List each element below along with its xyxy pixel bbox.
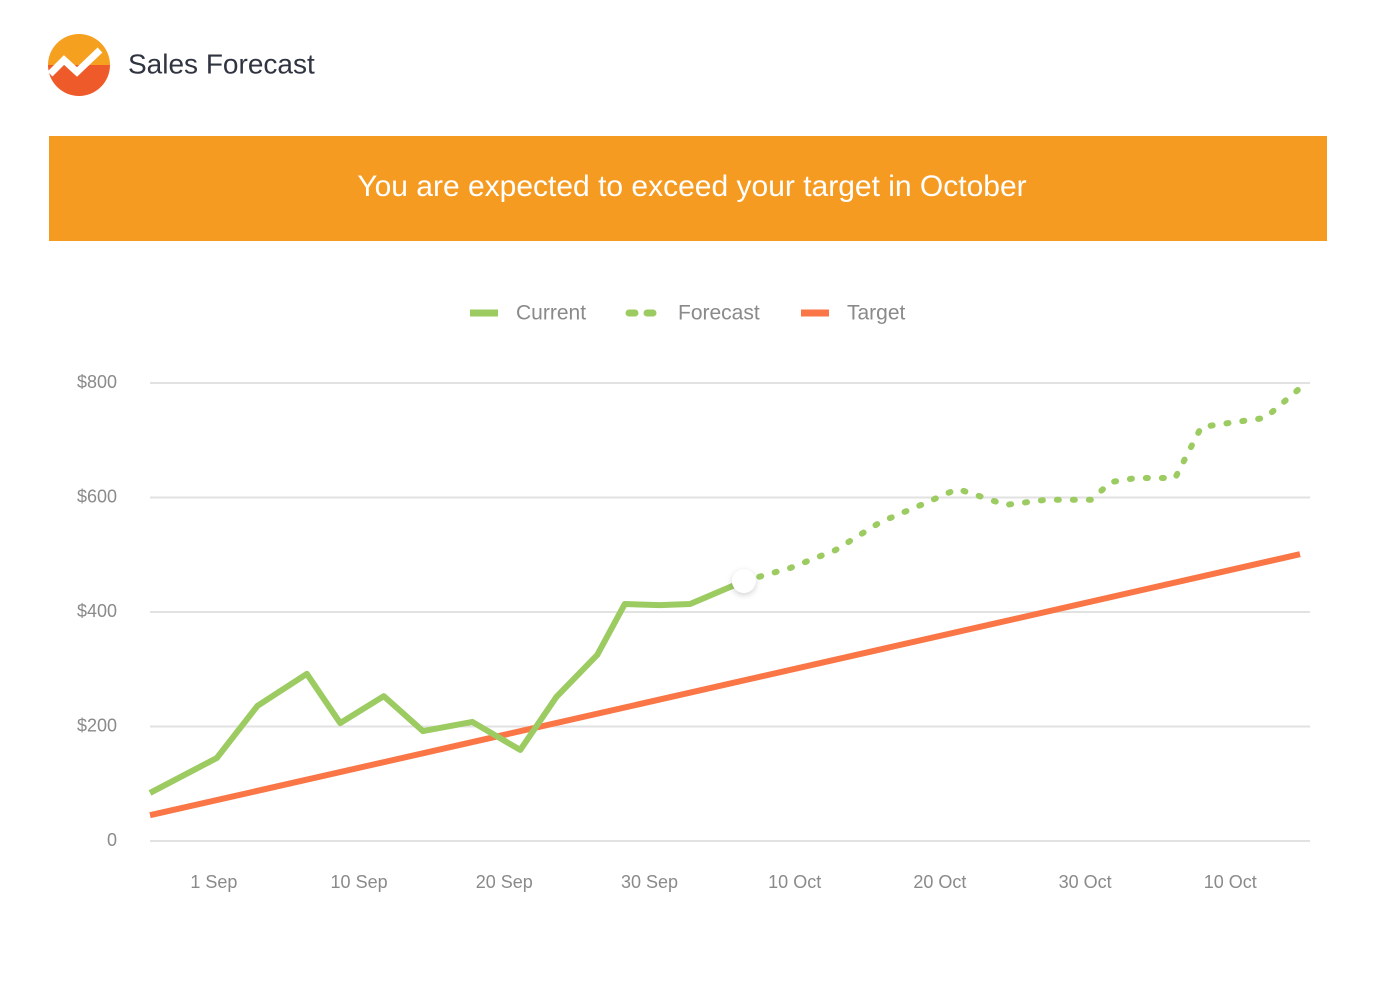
y-tick-label: $800 (77, 372, 117, 392)
x-tick-label: 30 Oct (1059, 872, 1112, 892)
legend-label: Current (516, 302, 586, 325)
x-tick-label: 1 Sep (190, 872, 237, 892)
y-tick-label: $600 (77, 486, 117, 506)
legend-label: Forecast (678, 302, 760, 325)
x-tick-label: 10 Oct (1204, 872, 1257, 892)
x-tick-label: 10 Sep (331, 872, 388, 892)
y-tick-label: $400 (77, 601, 117, 621)
x-tick-label: 10 Oct (768, 872, 821, 892)
banner (49, 136, 1327, 241)
legend-label: Target (847, 302, 906, 325)
x-tick-label: 20 Oct (913, 872, 966, 892)
banner-text: You are expected to exceed your target i… (357, 170, 1026, 203)
series-line (148, 578, 746, 796)
y-tick-label: $200 (77, 715, 117, 735)
logo (47, 34, 110, 96)
series-line (149, 551, 1301, 819)
chart: 0 $200 $400 $600 $800 1 Sep 10 Sep 20 Sep 30 Sep… (77, 302, 1310, 892)
current-point (731, 569, 756, 594)
x-tick-label: 20 Sep (476, 872, 533, 892)
y-tick-label: 0 (107, 830, 117, 850)
page-title: Sales Forecast (128, 48, 315, 79)
series-line (740, 385, 1303, 585)
x-tick-label: 30 Sep (621, 872, 678, 892)
